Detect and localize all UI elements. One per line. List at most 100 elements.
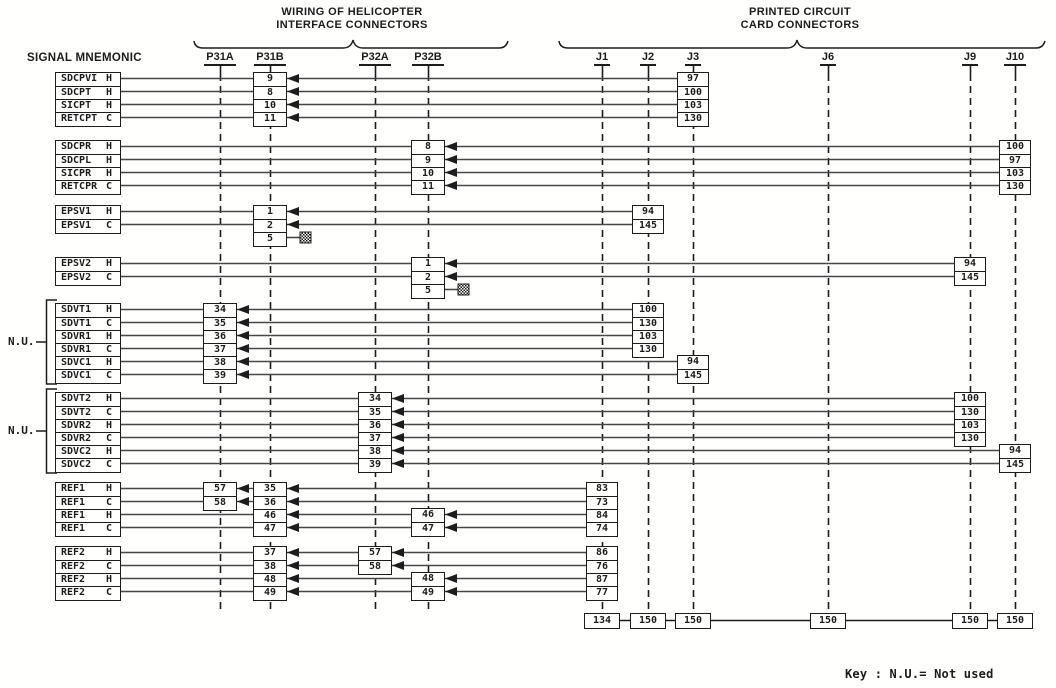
pin-cell: 34 <box>213 304 227 315</box>
signal-group-box: REF2 H REF2 C REF2 H REF2 C <box>55 546 121 601</box>
signal-name: SDCPT <box>61 87 92 98</box>
pin-cell: 100 <box>960 393 980 404</box>
pcc-section-title-line2: CARD CONNECTORS <box>740 19 860 31</box>
pin-cell: 49 <box>254 586 286 599</box>
signal-group-box: SDCPR H SDCPL H SICPR H RETCPR C <box>55 140 121 195</box>
pin-cell: 87 <box>587 573 617 586</box>
pin-cell: 39 <box>204 369 236 382</box>
signal-name: REF1 <box>61 497 86 508</box>
heli-section-title-line1: WIRING OF HELICOPTER <box>281 6 423 18</box>
signal-level: H <box>105 547 112 558</box>
shield-symbol <box>457 283 470 296</box>
signal-row: SICPR H <box>56 167 120 180</box>
connector-header-P32B: P32B <box>404 51 452 66</box>
pin-cell: 84 <box>587 509 617 522</box>
pin-stack-P32B: 46 47 <box>411 508 445 537</box>
pin-cell: 37 <box>263 547 277 558</box>
connector-header-label: P32A <box>359 51 391 66</box>
pin-stack-J9: 100 130 103 130 <box>954 392 986 447</box>
pin-cell: 37 <box>204 343 236 356</box>
signal-row: EPSV1 H <box>56 206 120 219</box>
signal-name: SDVC2 <box>61 459 92 470</box>
arrow-left-icon <box>237 357 249 366</box>
signal-level: H <box>105 155 112 166</box>
pin-stack-J1: 86 76 87 77 <box>586 546 618 601</box>
signal-row: EPSV2 C <box>56 271 120 284</box>
signal-row: SICPT H <box>56 99 120 112</box>
nu-label: N.U. <box>8 424 35 437</box>
signal-name: SDVR2 <box>61 420 92 431</box>
arrow-left-icon <box>287 561 299 570</box>
signal-row: SDVC2 C <box>56 458 120 471</box>
pin-cell: 76 <box>587 560 617 573</box>
connector-header-label: J9 <box>961 51 979 66</box>
arrow-left-icon <box>445 142 457 151</box>
signal-name: SDCPR <box>61 141 92 152</box>
signal-name: SDVT2 <box>61 393 92 404</box>
signal-row: REF1 H <box>56 483 120 496</box>
pin-cell: 38 <box>359 445 391 458</box>
signal-name: SDVT1 <box>61 304 92 315</box>
signal-name: RETCPT <box>61 113 98 124</box>
pin-cell: 100 <box>678 86 708 99</box>
pin-cell: 130 <box>1000 180 1030 193</box>
pin-cell: 47 <box>254 522 286 535</box>
arrow-left-icon <box>287 87 299 96</box>
pin-cell: 10 <box>254 99 286 112</box>
signal-name: SDVR1 <box>61 331 92 342</box>
arrow-left-icon <box>445 574 457 583</box>
signal-level: H <box>105 420 112 431</box>
pin-cell: 103 <box>955 419 985 432</box>
pin-cell: 2 <box>412 271 444 284</box>
pin-cell: 100 <box>1005 141 1025 152</box>
pin-cell: 47 <box>412 522 444 535</box>
signal-name: SDVC1 <box>61 357 92 368</box>
signal-row: SDCPL H <box>56 154 120 167</box>
connector-header-label: J6 <box>819 51 837 66</box>
signal-row: SDVR2 C <box>56 432 120 445</box>
pin-cell: 77 <box>587 586 617 599</box>
pin-stack-P31B: 9 8 10 11 <box>253 72 287 127</box>
arrow-left-icon <box>237 370 249 379</box>
pin-cell: 97 <box>1000 154 1030 167</box>
pin-stack-P32B: 8 9 10 11 <box>411 140 445 195</box>
signal-row: SDCPR H <box>56 141 120 154</box>
pin-cell: 38 <box>254 560 286 573</box>
signal-name: REF1 <box>61 510 86 521</box>
arrow-left-icon <box>287 220 299 229</box>
signal-row: SDVR2 H <box>56 419 120 432</box>
signal-name: REF1 <box>61 483 86 494</box>
signal-level: C <box>105 407 112 418</box>
pin-cell: 1 <box>266 206 274 217</box>
pin-cell: 130 <box>633 317 663 330</box>
signal-name: REF2 <box>61 574 86 585</box>
arrow-left-icon <box>237 318 249 327</box>
signal-row: REF2 H <box>56 547 120 560</box>
nu-label: N.U. <box>8 335 35 348</box>
signal-group-box: EPSV1 H EPSV1 C <box>55 205 121 234</box>
pin-cell: 48 <box>254 573 286 586</box>
pin-cell: 35 <box>263 483 277 494</box>
arrow-left-icon <box>392 433 404 442</box>
pin-cell: 10 <box>412 167 444 180</box>
bottom-pin-box-J6: 150 <box>810 613 846 629</box>
pin-cell: 94 <box>641 206 655 217</box>
signal-row: REF1 C <box>56 496 120 509</box>
connector-header-J2: J2 <box>624 51 672 66</box>
arrow-left-icon <box>445 155 457 164</box>
signal-name: EPSV2 <box>61 272 92 283</box>
signal-name: SDCPL <box>61 155 92 166</box>
arrow-left-icon <box>392 420 404 429</box>
pin-cell: 83 <box>595 483 609 494</box>
pin-stack-J10: 94 145 <box>999 444 1031 473</box>
signal-level: C <box>105 220 112 231</box>
pin-cell: 9 <box>266 73 274 84</box>
pin-cell: 58 <box>359 560 391 573</box>
arrow-left-icon <box>287 510 299 519</box>
signal-level: H <box>105 331 112 342</box>
signal-group-box: REF1 H REF1 C REF1 H REF1 C <box>55 482 121 537</box>
pin-cell: 145 <box>678 369 708 382</box>
signal-row: SDVC1 H <box>56 356 120 369</box>
signal-group-box: SDVT2 H SDVT2 C SDVR2 H SDVR2 C SDVC2 H SDVC2 C <box>55 392 121 473</box>
pin-cell: 2 <box>254 219 286 232</box>
